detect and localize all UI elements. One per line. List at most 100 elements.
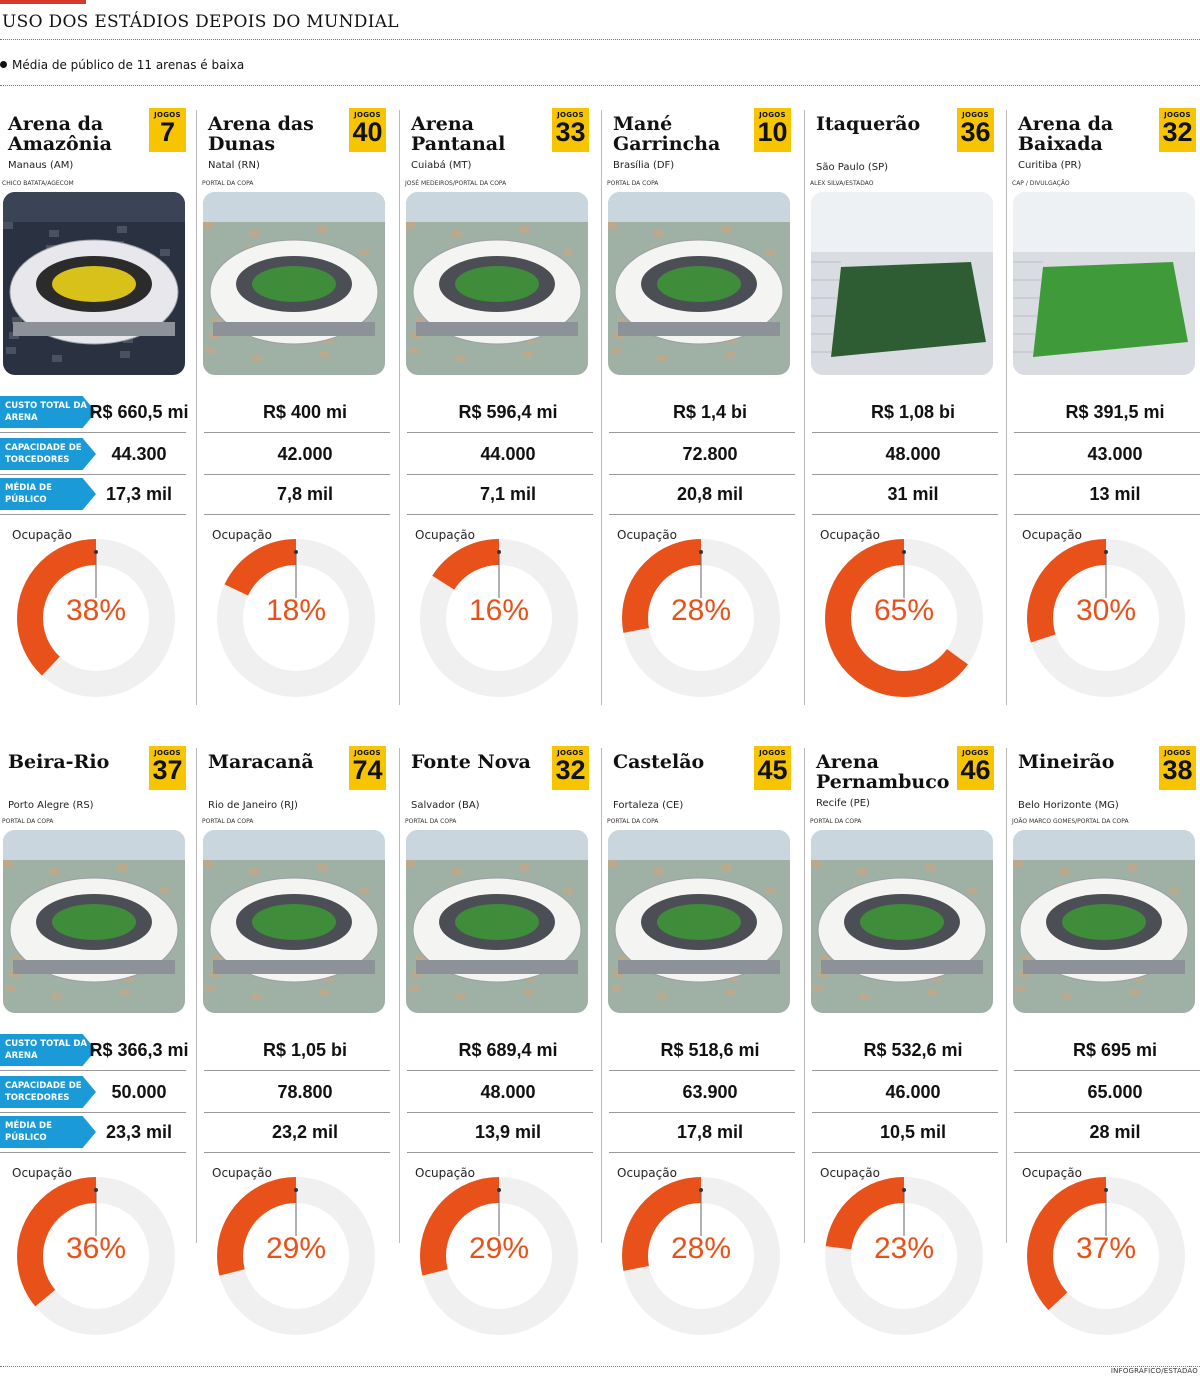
- stat-divider: [609, 1112, 795, 1113]
- stat-value-custo: R$ 596,4 mi: [458, 402, 558, 422]
- stadium-photo-frame: [406, 830, 588, 1013]
- stat-label-custo: CUSTO TOTAL DA ARENA: [0, 1034, 96, 1066]
- divider: [0, 1366, 1200, 1367]
- stat-value-custo: R$ 391,5 mi: [1065, 402, 1165, 422]
- stadium-photo-frame: [1013, 830, 1195, 1013]
- stadium-photo: [811, 830, 993, 1013]
- stat-value-custo: R$ 689,4 mi: [458, 1040, 558, 1060]
- games-label: JOGOS: [557, 749, 584, 757]
- stadium-name: Arena da Amazônia: [8, 113, 112, 155]
- occupancy-label: Ocupação: [820, 528, 880, 542]
- stadium-card: Maracanã Rio de Janeiro (RJ) JOGOS 74 PORTAL…: [200, 738, 400, 1338]
- stat-value-media: 31 mil: [887, 484, 939, 504]
- stadium-card: Castelão Fortaleza (CE) JOGOS 45 PORTAL DA C…: [605, 738, 805, 1338]
- stat-label-capacidade: CAPACIDADE DE TORCEDORES: [0, 1076, 96, 1108]
- games-badge: JOGOS 32: [1159, 108, 1196, 152]
- games-badge: JOGOS 10: [754, 108, 791, 152]
- stat-divider: [204, 474, 390, 475]
- occupancy-donut: [420, 1177, 578, 1335]
- stadium-city: Manaus (AM): [8, 160, 74, 171]
- occupancy-label: Ocupação: [1022, 528, 1082, 542]
- column-separator: [196, 748, 197, 1243]
- stat-divider: [812, 1112, 998, 1113]
- games-label: JOGOS: [557, 111, 584, 119]
- occupancy-chart: 28%: [621, 538, 781, 698]
- games-badge: JOGOS 74: [349, 746, 386, 790]
- column-separator: [1006, 110, 1007, 705]
- stadium-name: Mané Garrincha: [613, 113, 721, 155]
- stadium-photo-frame: [3, 830, 185, 1013]
- stat-divider: [812, 514, 998, 515]
- pointer-dot: [699, 550, 703, 554]
- column-separator: [601, 748, 602, 1243]
- stat-value-capacidade: 50.000: [111, 1082, 167, 1102]
- occupancy-label: Ocupação: [617, 1166, 677, 1180]
- stadium-photo-frame: [811, 192, 993, 375]
- stat-value-media: 28 mil: [1089, 1122, 1141, 1142]
- stat-divider: [0, 1112, 186, 1113]
- stat-value-media: 20,8 mil: [676, 484, 744, 504]
- stadium-city: Rio de Janeiro (RJ): [208, 800, 298, 811]
- stadium-card: Beira-Rio Porto Alegre (RS) JOGOS 37 PORTAL …: [0, 738, 200, 1338]
- occupancy-donut: [420, 539, 578, 697]
- stadium-photo-frame: [3, 192, 185, 375]
- column-separator: [399, 748, 400, 1243]
- occupancy-donut: [1027, 1177, 1185, 1335]
- stadium-city: Curitiba (PR): [1018, 160, 1082, 171]
- stadium-card: Mineirão Belo Horizonte (MG) JOGOS 38 JOÃO M…: [1010, 738, 1200, 1338]
- bullet-icon: [0, 61, 7, 68]
- photo-credit: JOÃO MARCO GOMES/PORTAL DA COPA: [1012, 818, 1129, 825]
- games-badge: JOGOS 45: [754, 746, 791, 790]
- occupancy-chart: 29%: [216, 1176, 376, 1336]
- stat-value-capacidade: 44.000: [480, 444, 536, 464]
- occupancy-value: 29%: [265, 1232, 327, 1265]
- stat-value-capacidade: 72.800: [682, 444, 738, 464]
- footer-credit: INFOGRÁFICO/ESTADÃO: [1110, 1367, 1198, 1375]
- stat-divider: [1014, 1112, 1200, 1113]
- stat-value-custo: R$ 366,3 mi: [89, 1040, 189, 1060]
- occupancy-chart: 36%: [16, 1176, 176, 1336]
- subtitle: Média de público de 11 arenas é baixa: [0, 58, 244, 72]
- games-label: JOGOS: [759, 749, 786, 757]
- stadium-name: Maracanã: [208, 751, 314, 773]
- stadium-city: São Paulo (SP): [816, 162, 889, 173]
- pointer-dot: [902, 1188, 906, 1192]
- column-separator: [804, 748, 805, 1243]
- stat-divider: [609, 432, 795, 433]
- occupancy-value: 16%: [468, 594, 530, 627]
- stat-divider: [0, 432, 186, 433]
- stat-value-media: 17,8 mil: [676, 1122, 744, 1142]
- stadium-card: Itaquerão São Paulo (SP) JOGOS 36 ALEX SILVA…: [808, 100, 1008, 700]
- stat-value-media: 23,2 mil: [271, 1122, 339, 1142]
- stat-value-custo: R$ 400 mi: [262, 402, 348, 422]
- stat-value-custo: R$ 1,05 bi: [262, 1040, 348, 1060]
- stadium-photo-frame: [203, 830, 385, 1013]
- occupancy-donut: [622, 539, 780, 697]
- stadium-city: Cuiabá (MT): [411, 160, 472, 171]
- stat-value-custo: R$ 1,08 bi: [870, 402, 956, 422]
- stat-value-capacidade: 48.000: [885, 444, 941, 464]
- stadium-photo: [203, 192, 385, 375]
- occupancy-value: 28%: [670, 594, 732, 627]
- pointer-dot: [497, 1188, 501, 1192]
- games-label: JOGOS: [154, 749, 181, 757]
- stat-divider: [407, 1152, 593, 1153]
- photo-credit: PORTAL DA COPA: [2, 818, 54, 825]
- column-separator: [399, 110, 400, 705]
- stat-value-custo: R$ 660,5 mi: [89, 402, 189, 422]
- occupancy-donut: [825, 1177, 983, 1335]
- stat-divider: [204, 432, 390, 433]
- occupancy-value: 65%: [873, 594, 935, 627]
- stat-value-capacidade: 44.300: [111, 444, 167, 464]
- occupancy-chart: 37%: [1026, 1176, 1186, 1336]
- occupancy-label: Ocupação: [212, 528, 272, 542]
- games-label: JOGOS: [759, 111, 786, 119]
- stat-divider: [204, 1152, 390, 1153]
- occupancy-chart: 28%: [621, 1176, 781, 1336]
- photo-credit: CHICO BATATA/AGECOM: [2, 180, 74, 187]
- stat-divider: [0, 474, 186, 475]
- stat-divider: [0, 1152, 186, 1153]
- pointer-dot: [497, 550, 501, 554]
- stat-divider: [0, 514, 186, 515]
- photo-credit: PORTAL DA COPA: [405, 818, 457, 825]
